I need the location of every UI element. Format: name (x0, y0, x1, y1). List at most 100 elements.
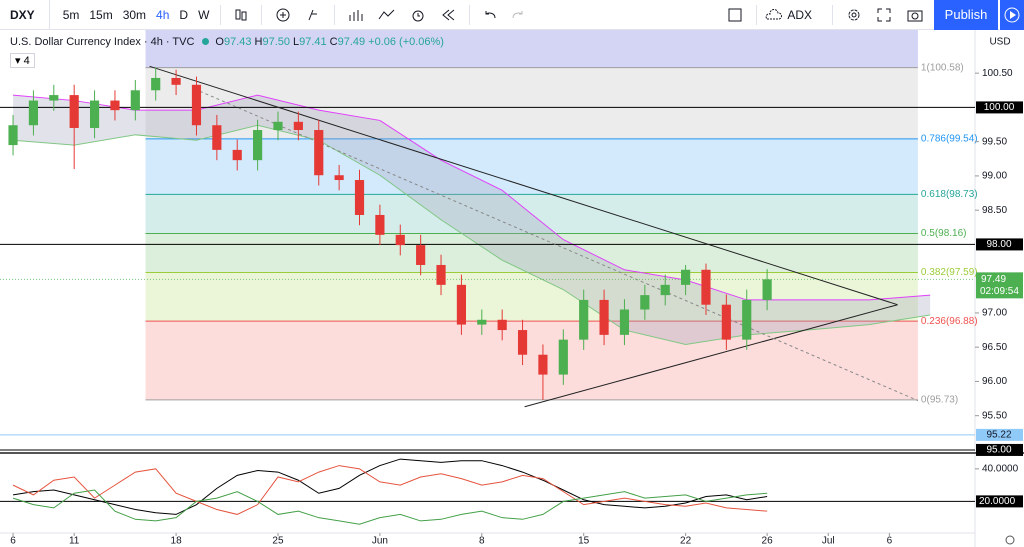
ohlc: O97.43 H97.50 L97.41 C97.49 (215, 36, 368, 48)
x-tick-label: 11 (69, 536, 80, 547)
play-button[interactable] (999, 0, 1024, 30)
fib-band (145, 272, 918, 322)
indicator-line (12, 458, 768, 515)
candle-body (456, 284, 466, 325)
ohlc-key: L (293, 36, 300, 48)
candle-body (69, 95, 79, 128)
last-price-box (976, 272, 1023, 299)
fib-band (145, 321, 918, 400)
fib-band (145, 233, 918, 273)
trendline (149, 65, 898, 306)
candle-body (416, 245, 426, 265)
fib-band (145, 30, 918, 68)
candle-body (538, 354, 548, 375)
candle-body (171, 77, 181, 85)
candles-layer (8, 67, 772, 400)
interval-button[interactable]: D (179, 7, 189, 22)
symbol[interactable]: DXY (0, 0, 50, 30)
indicator-level-label: 20.0000 (979, 496, 1016, 507)
candle-body (599, 299, 609, 335)
last-price-label: 97.49 (981, 274, 1006, 285)
status-dot (202, 38, 210, 45)
separator (334, 4, 336, 25)
interval-button[interactable]: 4h (156, 7, 170, 22)
y-tick-label: 96.00 (982, 376, 1007, 387)
cloud-edge (12, 94, 931, 301)
candle-body (273, 121, 283, 131)
play-icon (1004, 7, 1020, 23)
alert-box (976, 428, 1023, 441)
alert-icon[interactable] (410, 7, 426, 23)
candle-body (293, 121, 303, 131)
trendline (194, 88, 919, 402)
ohlc-key: O (215, 36, 224, 48)
indicator-line (12, 465, 768, 515)
x-tick-label: 26 (762, 536, 774, 547)
settings-icon[interactable] (1005, 535, 1015, 545)
x-tick-label: Jul (822, 536, 835, 547)
ohlc-key: H (254, 36, 263, 48)
compare-icon[interactable] (275, 7, 291, 23)
separator (261, 4, 263, 25)
price-box-label: 98.00 (986, 239, 1011, 250)
price-box (976, 443, 1023, 456)
candle-body (701, 269, 711, 305)
indicator-tick-label: 40.0000 (982, 463, 1019, 474)
y-tick-label: 95.50 (982, 410, 1007, 421)
fib-label: 0(95.73) (921, 395, 958, 406)
ohlc-value: 97.50 (262, 36, 290, 48)
replay-icon[interactable] (440, 7, 456, 23)
studies-count: 4 (23, 55, 30, 67)
settings-icon[interactable] (846, 7, 862, 23)
x-tick-label: 18 (171, 536, 183, 547)
interval-button[interactable]: 30m (122, 7, 147, 22)
publish-button[interactable]: Publish (934, 0, 998, 30)
fib-label: 1(100.58) (921, 62, 964, 73)
y-tick-label: 98.50 (982, 205, 1007, 216)
redo-icon[interactable] (511, 7, 525, 23)
candle-body (762, 279, 772, 300)
separator (832, 4, 833, 25)
axis-layer: 95.50 96.00 96.50 97.00 98.50 99.00 99.50 100.5… (10, 68, 1023, 547)
candle-body (28, 100, 39, 126)
interval-button[interactable]: 5m (62, 7, 80, 22)
ohlc-value: 97.43 (223, 36, 252, 48)
indicator-label[interactable]: ADX (787, 7, 812, 22)
undo-icon[interactable] (483, 7, 497, 23)
cloud-icon[interactable] (763, 7, 783, 23)
fib-label: 0.786(99.54) (921, 134, 978, 145)
interval-button[interactable]: W (198, 7, 210, 22)
interval-button[interactable]: 15m (89, 7, 113, 22)
lines-layer (0, 65, 975, 525)
ohlc-value: 97.49 (337, 36, 366, 48)
candle-body (558, 339, 568, 375)
indicator-level-box (976, 495, 1023, 508)
fib-label: 0.5(98.16) (921, 228, 967, 239)
fib-label: 0.618(98.73) (921, 189, 978, 200)
candle-body (130, 90, 140, 111)
y-tick-label: 96.50 (982, 342, 1007, 353)
price-box (976, 101, 1023, 114)
compare-chart-icon[interactable] (378, 7, 396, 23)
templates-icon[interactable] (348, 7, 364, 23)
y-tick-label: 97.00 (982, 308, 1007, 319)
intervals: 5m 15m 30m 4h D W (58, 8, 215, 22)
countdown-label: 02:09:54 (980, 286, 1019, 297)
ohlc-value: 97.41 (299, 36, 327, 48)
alert-label: 95.22 (986, 430, 1011, 441)
y-tick-label: 100.50 (982, 68, 1013, 79)
indicators-icon[interactable] (305, 7, 321, 23)
trendline (524, 304, 898, 408)
fib-band (145, 138, 918, 195)
layout-icon[interactable] (727, 7, 743, 23)
change: +0.06 (+0.06%) (368, 36, 444, 48)
candle-body (354, 180, 365, 215)
currency-label: USD (989, 37, 1010, 48)
fullscreen-icon[interactable] (876, 7, 892, 23)
x-tick-label: 22 (680, 536, 692, 547)
snapshot-icon[interactable] (906, 7, 924, 23)
chart-type-icon[interactable] (234, 7, 248, 23)
candle-body (314, 130, 324, 176)
studies-toggle[interactable]: ▾ 4 (10, 53, 35, 68)
